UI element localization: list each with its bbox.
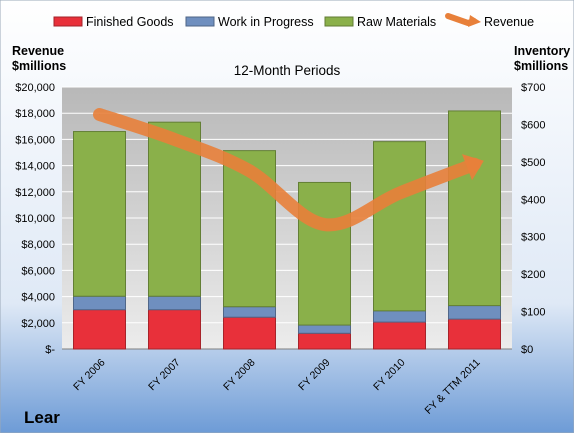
revenue-point-fy-ttm-2011: [474, 163, 475, 165]
bar-raw-materials-fy-2006: [73, 131, 126, 297]
revenue-point-fy-2006: [99, 114, 100, 116]
left-axis-tick-label: $6,000: [21, 265, 55, 277]
revenue-point-fy-2007: [174, 138, 175, 140]
legend-label-work-in-progress: Work in Progress: [218, 15, 314, 29]
bar-raw-materials-fy-2009: [298, 181, 351, 326]
right-axis-tick-label: $400: [521, 194, 545, 206]
right-axis-tick-label: $700: [521, 82, 545, 94]
left-axis-label-line1: Revenue: [12, 44, 64, 58]
right-axis-tick-label: $300: [521, 232, 545, 244]
bar-finished-goods-fy-2008: [223, 316, 276, 350]
bar-finished-goods-fy-ttm-2011: [448, 318, 501, 350]
left-axis-tick-label: $18,000: [15, 108, 55, 120]
legend: Finished Goods Work in Progress Raw Mate…: [53, 13, 534, 29]
legend-label-raw-materials: Raw Materials: [357, 15, 436, 29]
right-axis-tick-label: $100: [521, 307, 545, 319]
right-axis-tick-label: $500: [521, 157, 545, 169]
grid-lines: [62, 86, 512, 350]
bar-finished-goods-fy-2010: [373, 321, 426, 350]
legend-arrow-head-revenue: [468, 15, 481, 27]
right-axis-tick-label: $600: [521, 119, 545, 131]
bar-finished-goods-fy-2007: [148, 309, 201, 350]
right-axis-tick-label: $200: [521, 269, 545, 281]
bar-work-in-progress-fy-ttm-2011: [448, 305, 501, 320]
legend-swatch-raw-materials: [324, 16, 354, 27]
bar-work-in-progress-fy-2009: [298, 324, 351, 334]
bar-work-in-progress-fy-2008: [223, 306, 276, 318]
bar-work-in-progress-fy-2007: [148, 295, 201, 311]
company-name: Lear: [24, 408, 60, 427]
right-axis-label-line1: Inventory: [514, 44, 570, 58]
left-axis-tick-label: $4,000: [21, 292, 55, 304]
chart-title: 12-Month Periods: [234, 63, 341, 78]
bars: [73, 110, 501, 350]
legend-label-finished-goods: Finished Goods: [86, 15, 174, 29]
left-axis-tick-label: $-: [45, 344, 55, 356]
left-axis-tick-label: $10,000: [15, 213, 55, 225]
legend-swatch-finished-goods: [53, 16, 83, 27]
bar-work-in-progress-fy-2010: [373, 310, 426, 323]
right-axis-label-line2: $millions: [514, 59, 568, 73]
legend-label-revenue: Revenue: [484, 15, 534, 29]
revenue-line: [93, 108, 484, 232]
bar-raw-materials-fy-2010: [373, 141, 426, 312]
left-axis-tick-label: $2,000: [21, 318, 55, 330]
left-axis-tick-label: $12,000: [15, 187, 55, 199]
bar-work-in-progress-fy-2006: [73, 295, 126, 311]
left-axis-tick-label: $16,000: [15, 134, 55, 146]
bar-finished-goods-fy-2009: [298, 332, 351, 350]
bar-raw-materials-fy-ttm-2011: [448, 110, 501, 307]
right-axis-tick-label: $0: [521, 344, 533, 356]
left-axis-tick-label: $14,000: [15, 161, 55, 173]
revenue-line-path: [93, 108, 481, 232]
left-axis-label-line2: $millions: [12, 59, 66, 73]
left-axis-tick-label: $20,000: [15, 82, 55, 94]
revenue-point-fy-2009: [324, 224, 325, 226]
bar-finished-goods-fy-2006: [73, 309, 126, 350]
revenue-point-fy-2010: [399, 192, 400, 194]
legend-swatch-work-in-progress: [185, 16, 215, 27]
revenue-point-fy-2008: [249, 170, 250, 172]
revenue-arrow-head: [462, 154, 484, 181]
left-axis-tick-label: $8,000: [21, 239, 55, 251]
